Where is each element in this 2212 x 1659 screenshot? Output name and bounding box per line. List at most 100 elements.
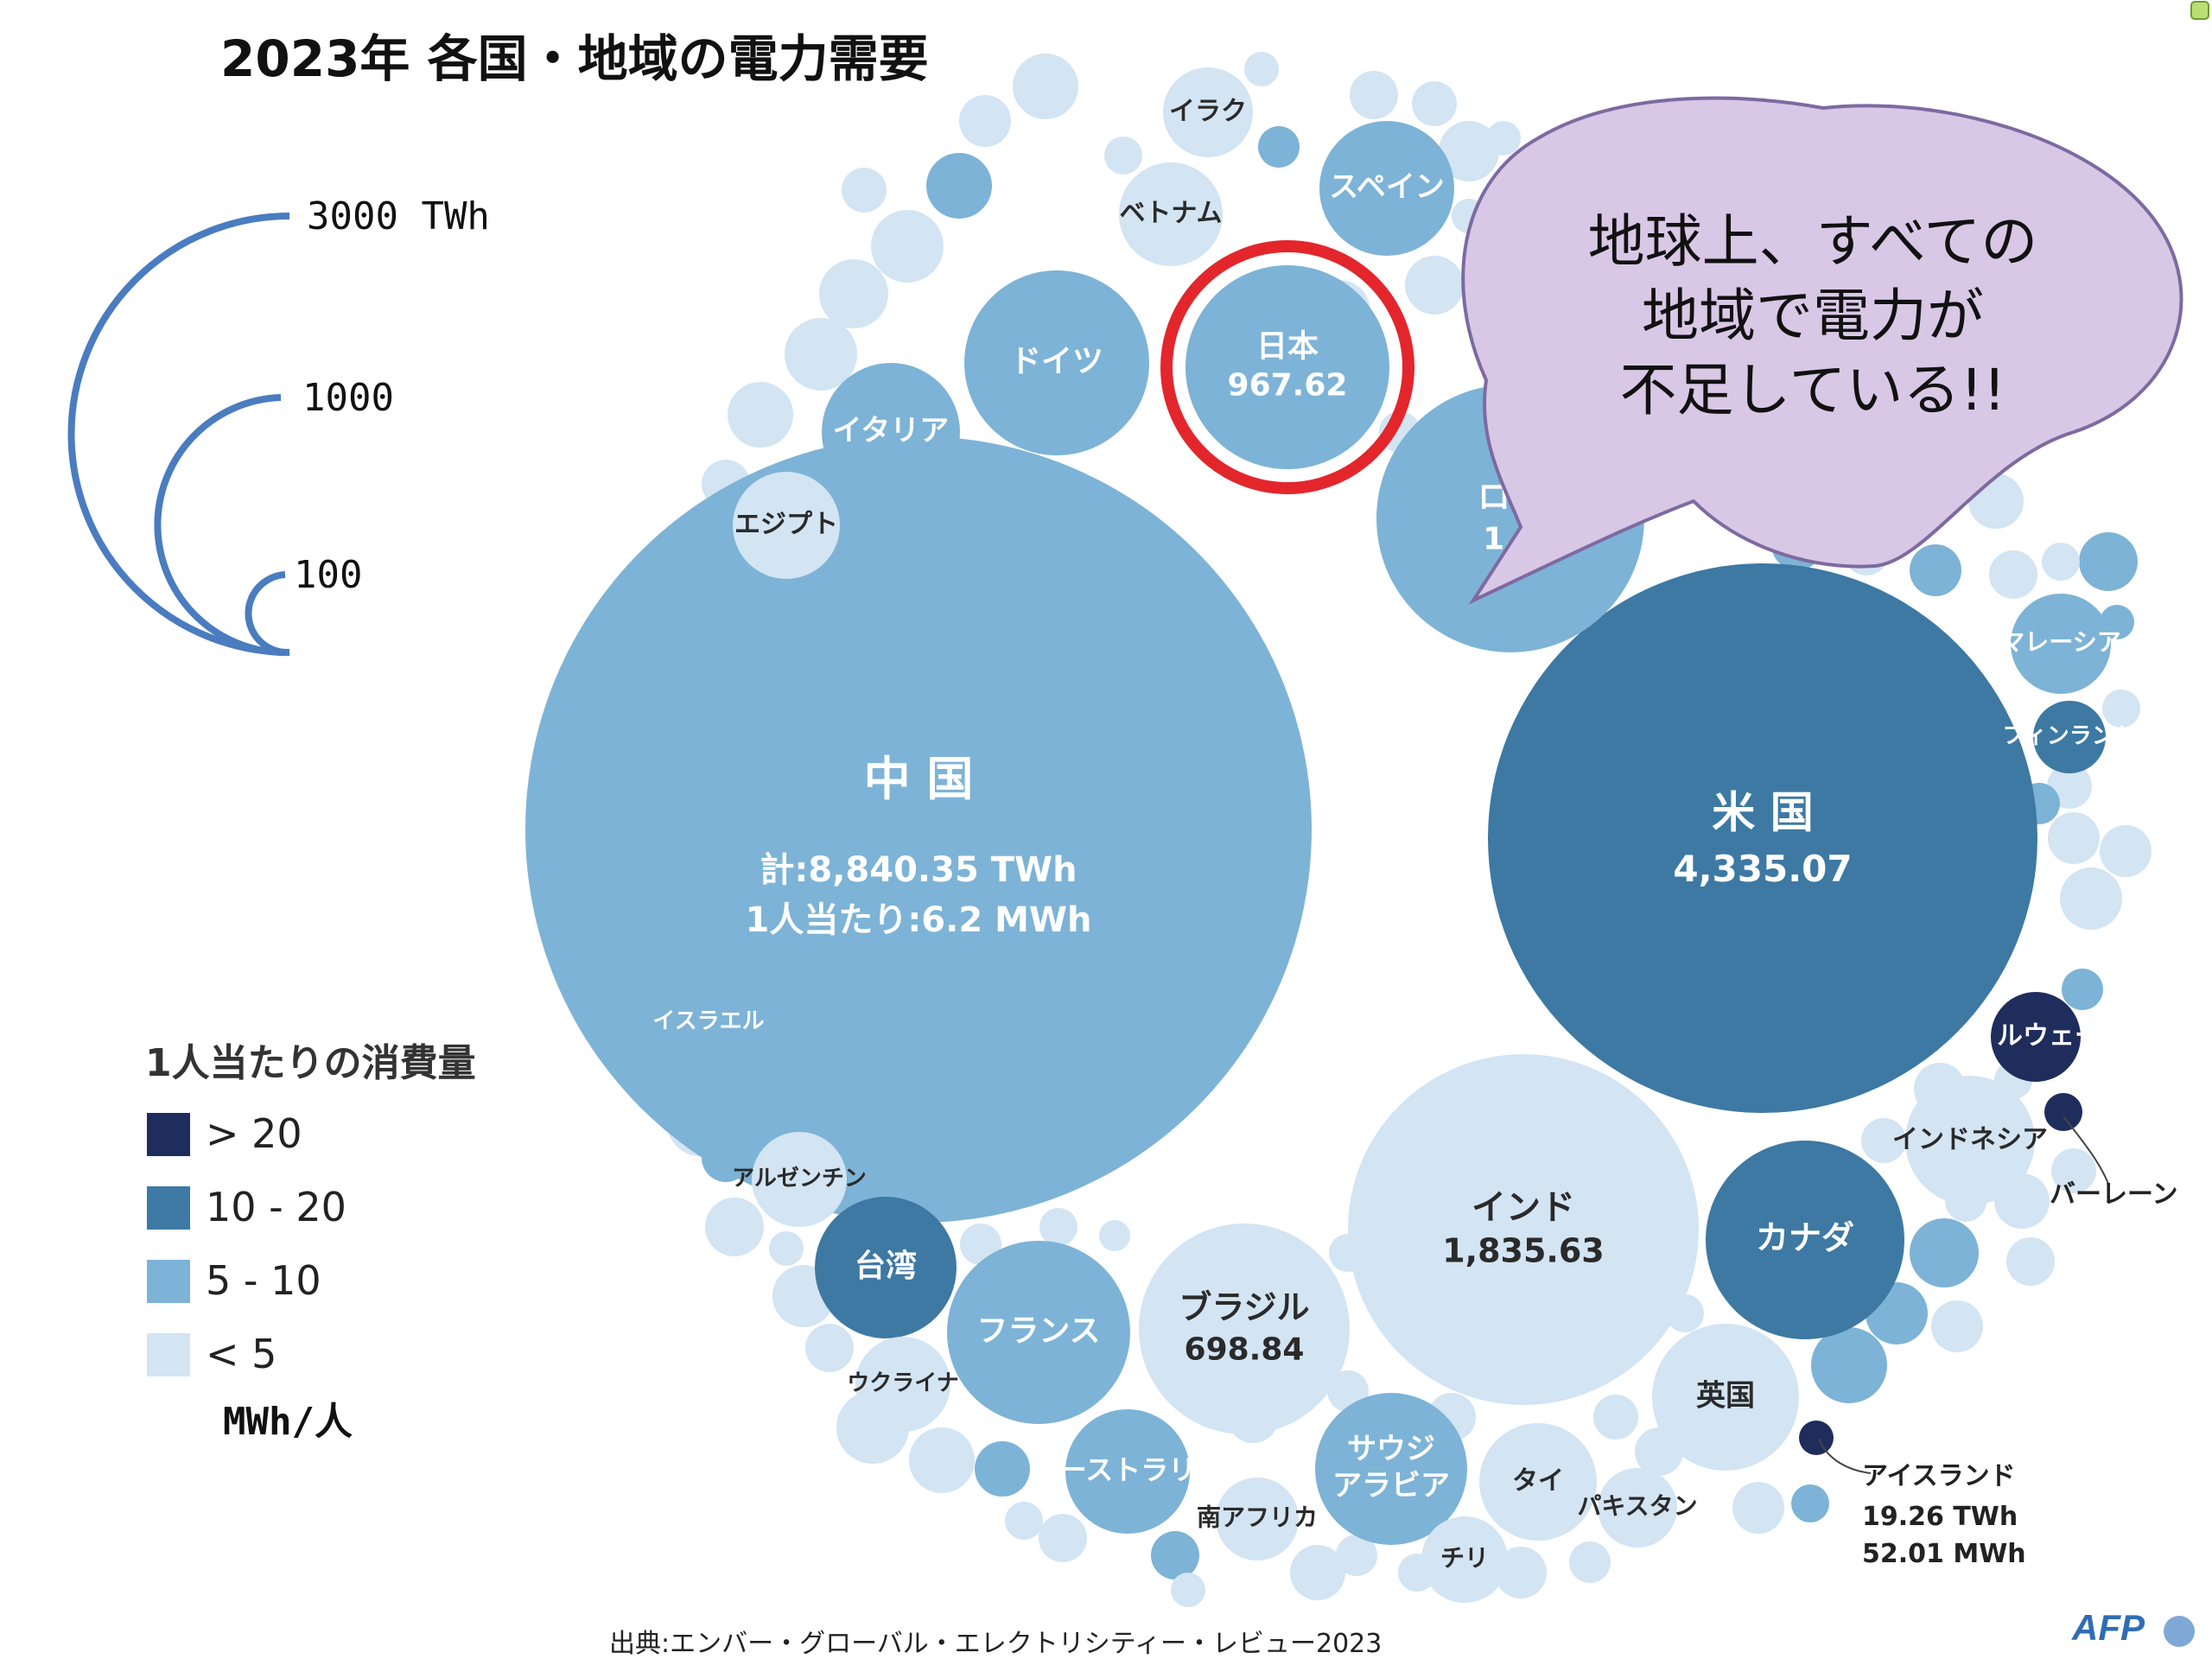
legend-swatch-10-20 <box>147 1186 190 1230</box>
bubble-label: 967.62 <box>1228 367 1348 403</box>
filler-bubble <box>1910 544 1961 596</box>
bubble-circle <box>1479 1423 1597 1541</box>
filler-bubble <box>975 1441 1030 1497</box>
filler-bubble <box>2048 812 2100 864</box>
filler-bubble <box>785 318 857 391</box>
bubble-8: フランス <box>947 1241 1130 1424</box>
filler-bubble <box>1593 1395 1638 1440</box>
bubble-circle <box>2044 1093 2082 1131</box>
filler-bubble <box>1013 54 1078 119</box>
bubble-7: ドイツ <box>964 270 1149 455</box>
bubble-label: 計:8,840.35 TWh <box>760 850 1077 890</box>
bubble-label: ドイツ <box>1010 344 1103 379</box>
filler-bubble <box>1039 1208 1077 1246</box>
bubble-label: イスラエル <box>652 1008 764 1034</box>
filler-bubble <box>819 259 888 328</box>
bubble-label: 英国 <box>1696 1378 1755 1413</box>
filler-bubble <box>842 168 887 213</box>
bubble-circle <box>2011 594 2111 694</box>
bubble-17: フィンランド <box>2002 701 2137 773</box>
source-note: 出典:エンバー・グローバル・エレクトリシティー・レビュー2023 <box>609 1629 1382 1659</box>
filler-bubble <box>1350 71 1398 119</box>
bubble-6: カナダ <box>1706 1141 1904 1339</box>
bubble-circle <box>1652 1324 1799 1471</box>
filler-bubble <box>1290 1545 1345 1600</box>
chart-title: 2023年 各国・地域の電力需要 <box>220 29 929 88</box>
bubble-circle <box>1598 1468 1677 1548</box>
bubble-circle <box>1799 1421 1834 1455</box>
scale-arc-100 <box>245 571 290 657</box>
legend-unit: MWh/人 <box>223 1400 353 1444</box>
legend-swatch-5-10 <box>147 1260 190 1303</box>
bubble-21: エジプト <box>733 472 840 579</box>
bubble-2: インド 1,835.63 <box>1348 1054 1699 1405</box>
bubble-circle <box>1905 1076 2035 1205</box>
bubble-label: エジプト <box>734 509 838 539</box>
ext-label-iceland-twh: 19.26 TWh <box>1862 1502 2018 1532</box>
bubble-14: インドネシア <box>1892 1076 2048 1205</box>
bubble-circle <box>1119 162 1223 266</box>
ext-label-bahrain: バーレーン <box>2050 1179 2178 1210</box>
bubble-circle <box>815 1197 957 1338</box>
filler-bubble <box>705 1198 764 1256</box>
bubble-19: タイ <box>1479 1423 1597 1541</box>
bubble-18: ノルウェー <box>1971 992 2101 1082</box>
bubble-label: チリ <box>1440 1544 1489 1573</box>
filler-bubble <box>1989 550 2037 599</box>
filler-bubble <box>1258 126 1300 168</box>
legend-label-5-10: 5 - 10 <box>206 1257 321 1304</box>
bubble-5: ブラジル 698.84 <box>1139 1224 1350 1434</box>
afp-logo-mark <box>2164 1616 2195 1647</box>
bubble-label: 698.84 <box>1185 1332 1305 1367</box>
bubble-label: マレーシア <box>2000 628 2120 657</box>
filler-bubble <box>1336 1535 1377 1576</box>
callout-shape <box>1461 96 2183 605</box>
bubble-label: ノルウェー <box>1971 1020 2101 1051</box>
bubble-label: アラビア <box>1332 1469 1450 1503</box>
filler-bubble <box>2051 1148 2096 1193</box>
scale-label-100: 100 <box>294 553 362 597</box>
bubble-9: 台湾 <box>815 1197 957 1338</box>
bubble-label: 1人当たり:6.2 MWh <box>745 900 1091 940</box>
bubble-circle <box>1163 67 1253 157</box>
bubble-27: チリ <box>1421 1516 1508 1603</box>
bubble-0: 中 国計:8,840.35 TWh 1人当たり:6.2 MWh <box>525 436 1312 1223</box>
filler-bubble <box>1005 1502 1043 1540</box>
ext-label-iceland: アイスランド <box>1862 1461 2016 1491</box>
filler-bubble <box>2100 825 2152 877</box>
bubble-circle <box>964 270 1149 455</box>
bubble-label: フィンランド <box>2002 723 2136 749</box>
filler-bubble <box>2060 868 2122 930</box>
legend: 1人当たりの消費量 > 20 10 - 20 5 - 10 < 5 MWh/人 <box>145 1041 476 1444</box>
filler-bubble <box>1039 1514 1087 1562</box>
legend-label-lt5: < 5 <box>206 1331 276 1377</box>
filler-bubble <box>1861 1118 1906 1163</box>
bubble-label: カナダ <box>1756 1218 1854 1256</box>
leader-lines <box>1818 1116 2109 1474</box>
filler-bubble <box>805 1324 854 1372</box>
filler-bubble <box>1405 256 1464 315</box>
bubble-circle <box>1706 1141 1904 1339</box>
bubble-16: マレーシア <box>2000 594 2121 694</box>
callout: 地球上、すべての 地域で電力が 不足している!! <box>1461 96 2183 605</box>
bubble-label: ウクライナ <box>847 1370 958 1396</box>
bubble-circle <box>822 363 960 501</box>
bubble-circle <box>1991 992 2081 1082</box>
legend-swatch-gt20 <box>147 1113 190 1156</box>
callout-line-3: 不足している!! <box>1620 357 2006 423</box>
bubble-circle <box>2033 701 2106 773</box>
filler-bubble <box>1791 1484 1829 1522</box>
bubble-26: 南アフリカ <box>1197 1478 1318 1560</box>
bubble-circle <box>525 436 1312 1223</box>
bubble-1: 米 国 4,335.07 <box>1488 563 2037 1113</box>
bubble-circle <box>667 981 750 1064</box>
bubble-circle <box>1216 1478 1299 1560</box>
bubble-label: 4,335.07 <box>1673 848 1852 890</box>
bubble-23: ベトナム <box>1119 162 1223 266</box>
afp-logo-text: AFP <box>2071 1607 2145 1648</box>
bubble-30 <box>1799 1421 1834 1455</box>
filler-bubble <box>1439 121 1499 181</box>
